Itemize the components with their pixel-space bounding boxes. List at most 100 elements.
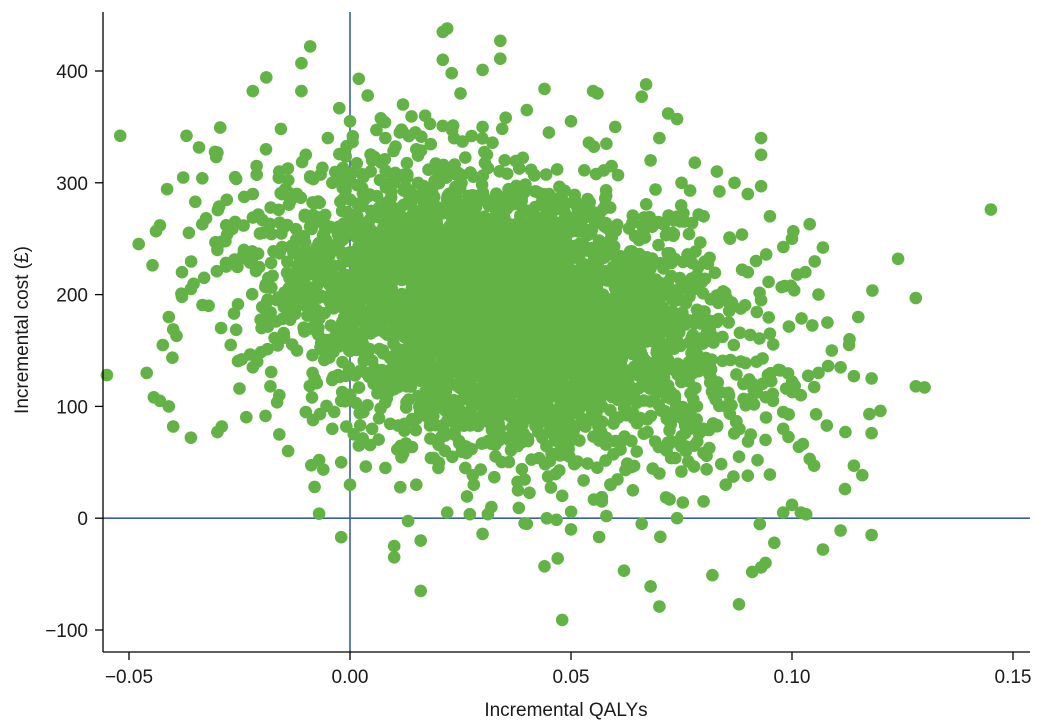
scatter-point <box>384 191 398 204</box>
scatter-point <box>357 193 371 207</box>
scatter-point <box>698 272 712 286</box>
scatter-point <box>582 414 595 428</box>
scatter-point <box>544 481 558 494</box>
scatter-point <box>794 506 808 519</box>
scatter-point <box>549 467 562 481</box>
scatter-point <box>874 404 887 418</box>
scatter-point <box>199 212 213 225</box>
scatter-point <box>189 195 202 209</box>
scatter-point <box>290 187 304 201</box>
scatter-point <box>660 390 673 404</box>
scatter-point <box>440 22 454 35</box>
scatter-point <box>516 151 530 165</box>
scatter-point <box>535 218 549 232</box>
scatter-point <box>528 169 541 182</box>
scatter-point <box>436 53 450 67</box>
scatter-point <box>540 512 554 525</box>
scatter-point <box>365 154 379 167</box>
scatter-point <box>719 478 732 492</box>
scatter-point <box>231 298 245 311</box>
scatter-point <box>670 400 683 413</box>
scatter-point <box>333 101 346 115</box>
scatter-point <box>312 453 326 467</box>
scatter-point <box>812 288 825 301</box>
scatter-point <box>306 348 319 362</box>
scatter-point <box>679 295 692 309</box>
scatter-point <box>405 110 418 123</box>
scatter-point <box>593 351 607 365</box>
scatter-point <box>635 517 648 531</box>
scatter-point <box>590 392 604 406</box>
scatter-point <box>228 170 242 184</box>
scatter-point <box>323 343 337 357</box>
scatter-point <box>389 288 403 302</box>
scatter-point <box>723 232 737 245</box>
scatter-point <box>577 362 591 376</box>
scatter-point <box>417 283 431 296</box>
scatter-point <box>340 171 354 185</box>
scatter-point <box>673 283 686 296</box>
scatter-point <box>630 445 643 458</box>
scatter-point <box>398 417 412 431</box>
scatter-point <box>324 333 338 347</box>
x-axis-ticks: −0.05 0.00 0.05 0.10 0.15 <box>105 652 1031 688</box>
scatter-point <box>408 227 422 240</box>
scatter-point <box>865 528 878 542</box>
scatter-point <box>510 399 523 412</box>
scatter-point <box>326 176 339 190</box>
scatter-point <box>414 534 428 547</box>
scatter-point <box>387 144 400 158</box>
scatter-point <box>653 276 666 290</box>
scatter-point <box>427 409 440 423</box>
scatter-point <box>754 179 768 193</box>
scatter-point <box>264 256 278 270</box>
scatter-point <box>661 107 675 120</box>
scatter-point <box>785 232 799 245</box>
scatter-point <box>465 206 479 219</box>
scatter-point <box>494 34 507 48</box>
scatter-point <box>421 243 434 257</box>
scatter-point <box>564 115 578 128</box>
scatter-point <box>700 463 713 476</box>
scatter-point <box>387 539 401 553</box>
scatter-point <box>685 256 699 270</box>
scatter-point <box>447 201 461 214</box>
y-tick-label: 300 <box>56 174 88 195</box>
scatter-point <box>312 328 325 342</box>
scatter-point <box>311 271 325 285</box>
scatter-point <box>665 293 679 306</box>
scatter-point <box>494 52 507 65</box>
scatter-point <box>727 427 741 440</box>
scatter-point <box>706 568 719 582</box>
scatter-point <box>523 486 536 500</box>
scatter-point <box>632 342 645 355</box>
scatter-point <box>374 112 388 125</box>
scatter-point <box>305 391 319 404</box>
scatter-point <box>565 225 578 238</box>
scatter-point <box>569 290 583 303</box>
scatter-point <box>541 398 554 411</box>
scatter-point <box>184 282 198 296</box>
scatter-point <box>847 459 861 473</box>
scatter-point <box>710 165 724 178</box>
scatter-point <box>433 261 447 274</box>
scatter-point <box>535 339 548 353</box>
scatter-point <box>530 248 543 262</box>
scatter-point <box>454 87 467 100</box>
scatter-point <box>555 613 569 627</box>
axes <box>102 12 1030 653</box>
scatter-point <box>763 210 777 223</box>
scatter-point <box>645 295 658 309</box>
scatter-point <box>627 325 640 339</box>
scatter-point <box>419 308 432 322</box>
scatter-point <box>213 121 227 134</box>
scatter-point <box>668 314 682 328</box>
scatter-point <box>370 123 383 137</box>
scatter-point <box>665 269 678 283</box>
scatter-point <box>477 354 490 367</box>
scatter-point <box>453 312 467 325</box>
scatter-point <box>448 184 461 198</box>
scatter-point <box>520 517 534 531</box>
scatter-point <box>697 210 710 223</box>
scatter-point <box>316 161 329 175</box>
